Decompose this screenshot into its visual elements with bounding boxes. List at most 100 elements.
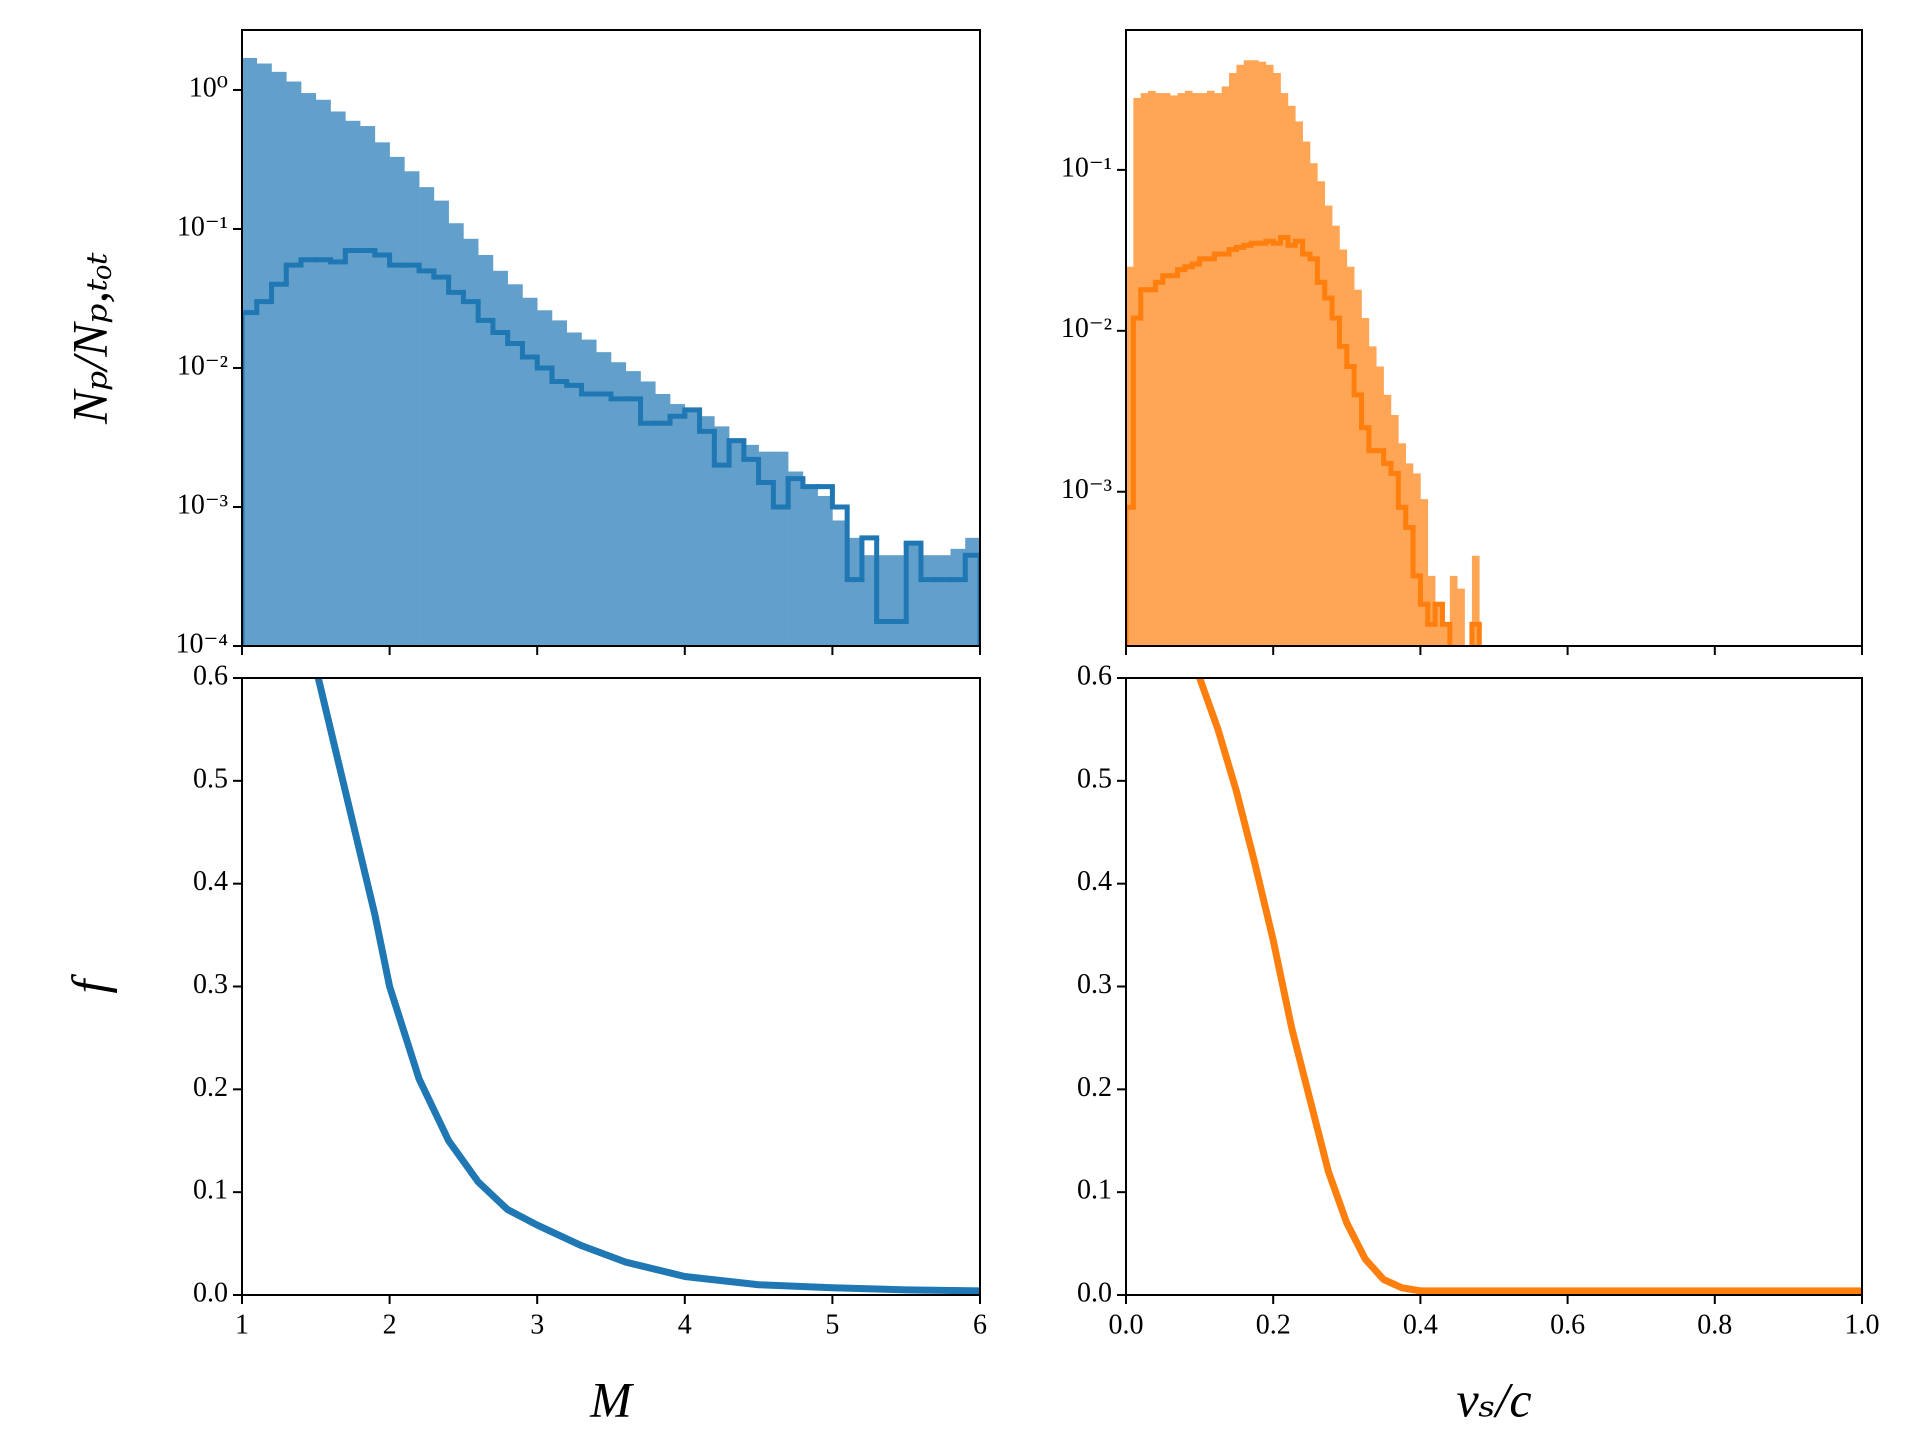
- x-axis-label: M: [589, 1371, 634, 1427]
- y-tick-label: 0.5: [193, 763, 228, 794]
- hist-bar: [1435, 604, 1443, 646]
- panel: 10⁻⁴ 10⁻³ 10⁻² 10⁻¹ 10⁰ Nₚ/Nₚ,ₜₒₜ: [61, 29, 981, 659]
- hist-bar: [1324, 205, 1333, 646]
- y-tick-label: 10⁻¹: [177, 211, 228, 242]
- hist-bar: [729, 440, 745, 646]
- hist-bar: [315, 99, 331, 646]
- hist-bar: [301, 93, 317, 646]
- hist-bar: [1390, 414, 1399, 646]
- hist-bar: [1177, 93, 1186, 646]
- y-tick-label: 0.6: [1077, 660, 1112, 691]
- x-axis-label: vₛ/c: [1456, 1371, 1531, 1427]
- hist-bar: [950, 548, 966, 646]
- y-tick-label: 10⁻²: [1061, 313, 1112, 344]
- hist-bar: [1229, 72, 1237, 646]
- y-tick-label: 0.0: [193, 1277, 228, 1308]
- x-tick-label: 0.0: [1109, 1309, 1144, 1340]
- hist-bar: [935, 555, 951, 646]
- hist-bar: [1251, 60, 1259, 646]
- x-tick-label: 0.4: [1403, 1309, 1438, 1340]
- hist-bar: [817, 495, 833, 646]
- hist-bar: [404, 171, 420, 646]
- hist-bar: [1368, 346, 1377, 646]
- hist-bar: [1221, 86, 1230, 646]
- hist-bar: [271, 71, 287, 646]
- hist-bar: [1310, 163, 1318, 646]
- x-tick-label: 6: [973, 1309, 987, 1340]
- x-tick-label: 5: [825, 1309, 839, 1340]
- hist-bar: [1236, 64, 1245, 646]
- panel: 1 2 3 4 5 6 0.0 0.1 0.2 0.3 0.4 0.5 0.6 Mf: [61, 660, 987, 1427]
- hist-bar: [625, 371, 641, 646]
- hist-bar: [522, 297, 538, 646]
- y-axis-label: Nₚ/Nₚ,ₜₒₜ: [61, 252, 117, 425]
- hist-bar: [758, 451, 774, 646]
- plot-area: [1126, 60, 1482, 646]
- hist-bar: [1332, 225, 1340, 646]
- hist-bar: [1162, 93, 1171, 646]
- y-tick-label: 0.6: [193, 660, 228, 691]
- hist-bar: [1133, 97, 1142, 646]
- hist-bar: [1457, 588, 1465, 646]
- axes-frame: [241, 29, 981, 647]
- hist-bar: [419, 187, 435, 646]
- y-tick-label: 0.5: [1077, 763, 1112, 794]
- hist-bar: [433, 200, 449, 646]
- y-tick-label: 0.3: [1077, 969, 1112, 1000]
- hist-bar: [330, 111, 346, 646]
- y-tick-label: 0.3: [193, 969, 228, 1000]
- axes-frame: [1125, 29, 1863, 647]
- hist-bar: [463, 238, 479, 646]
- hist-bar: [1361, 318, 1370, 646]
- x-tick-label: 4: [678, 1309, 692, 1340]
- hist-bar: [714, 426, 730, 646]
- panel: 0.0 0.2 0.4 0.6 0.8 1.0 0.0 0.1 0.2 0.3 0.4 0.5 0.6 v…: [1077, 660, 1880, 1427]
- hist-bar: [1354, 289, 1362, 646]
- hist-bar: [448, 223, 464, 646]
- hist-bar: [1295, 121, 1303, 646]
- plot-area: [242, 57, 980, 646]
- hist-bar: [1442, 624, 1451, 646]
- y-tick-label: 0.0: [1077, 1277, 1112, 1308]
- hist-bar: [1420, 499, 1429, 646]
- line-series: [1196, 678, 1862, 1295]
- y-tick-label: 10⁻⁴: [175, 628, 228, 659]
- hist-bar: [773, 451, 789, 646]
- hist-bar: [861, 555, 877, 646]
- hist-bar: [1265, 64, 1274, 646]
- axes-frame: [1125, 677, 1863, 1296]
- hist-bar: [1126, 266, 1134, 646]
- hist-bar: [537, 310, 553, 646]
- hist-bar: [1427, 575, 1436, 646]
- hist-bar: [1346, 266, 1355, 646]
- y-tick-label: 0.2: [193, 1072, 228, 1103]
- plot-area: [314, 678, 980, 1295]
- hist-bar: [374, 142, 390, 646]
- hist-bar: [1155, 93, 1164, 646]
- hist-bar: [1302, 141, 1311, 646]
- x-tick-label: 1.0: [1845, 1309, 1880, 1340]
- hist-bar: [743, 444, 759, 646]
- y-tick-label: 10⁻³: [177, 489, 228, 520]
- hist-bar: [1140, 93, 1149, 646]
- x-tick-label: 3: [530, 1309, 544, 1340]
- hist-bar: [1243, 60, 1252, 646]
- y-tick-label: 10⁻³: [1061, 474, 1112, 505]
- x-tick-label: 2: [383, 1309, 397, 1340]
- hist-bar: [566, 332, 582, 646]
- hist-bar: [478, 254, 494, 646]
- hist-bar: [1192, 93, 1200, 646]
- x-tick-label: 0.2: [1256, 1309, 1291, 1340]
- hist-bar: [1280, 93, 1289, 646]
- axes-frame: [241, 677, 981, 1296]
- y-tick-label: 0.1: [1077, 1175, 1112, 1206]
- x-tick-label: 1: [235, 1309, 249, 1340]
- hist-bar: [655, 393, 671, 646]
- hist-bar: [1398, 443, 1406, 646]
- hist-bar: [640, 381, 656, 646]
- panel: 10⁻³ 10⁻² 10⁻¹: [1061, 29, 1863, 655]
- y-tick-label: 10⁻²: [177, 350, 228, 381]
- hist-bar: [906, 543, 922, 646]
- hist-bar: [965, 537, 980, 646]
- hist-bar: [670, 404, 686, 646]
